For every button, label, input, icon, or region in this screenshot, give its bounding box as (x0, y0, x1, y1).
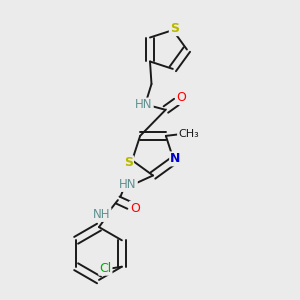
Text: CH₃: CH₃ (178, 129, 199, 140)
Text: HN: HN (135, 98, 153, 112)
Text: S: S (124, 156, 133, 169)
Text: Cl: Cl (99, 262, 112, 275)
Text: S: S (170, 22, 179, 35)
Text: NH: NH (93, 208, 110, 221)
Text: N: N (170, 152, 181, 165)
Text: O: O (176, 91, 186, 104)
Text: HN: HN (119, 178, 137, 191)
Text: O: O (130, 202, 140, 215)
